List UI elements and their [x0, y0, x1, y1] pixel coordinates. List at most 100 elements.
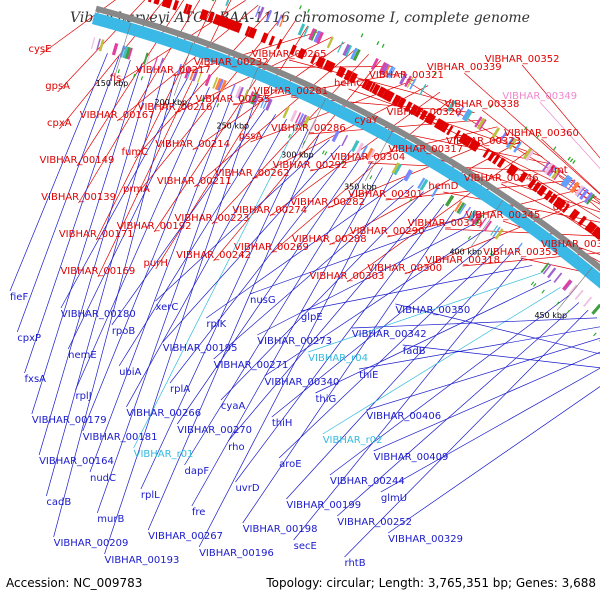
cog-feature-inner — [419, 178, 429, 191]
forward-gene-arrow — [453, 129, 461, 140]
gene-label: VIBHAR_00198 — [243, 524, 318, 535]
forward-gene-arrow — [166, 0, 173, 9]
cog-feature-outer — [476, 117, 486, 130]
leader-line — [227, 197, 435, 442]
leader-line — [235, 204, 445, 483]
forward-gene-arrow — [379, 87, 387, 98]
cog-feature-outer — [579, 188, 589, 200]
gene-label: thiH — [272, 418, 293, 429]
leader-line — [278, 243, 504, 459]
forward-gene-arrow — [465, 137, 473, 148]
tick-label: 150 kbp — [96, 79, 129, 88]
cog-feature-inner — [247, 91, 255, 104]
gene-label: VIBHAR_00339 — [427, 62, 502, 73]
gene-label: def — [553, 202, 570, 213]
forward-gene-arrow — [396, 97, 405, 108]
leader-line — [406, 80, 600, 201]
gene-label: VIBHAR_00270 — [177, 425, 252, 436]
leader-line — [444, 228, 600, 237]
forward-gene-arrow — [363, 79, 374, 92]
forward-gene-arrow — [463, 135, 473, 147]
gene-label: VIBHAR_00342 — [352, 329, 427, 340]
leader-line — [96, 100, 244, 514]
forward-gene-arrow — [404, 101, 413, 113]
tick-line — [301, 97, 327, 149]
forward-gene-arrow — [543, 189, 554, 201]
cog-feature-inner — [350, 139, 360, 153]
gene-label: VIBHAR_r02 — [323, 435, 383, 446]
cog-feature-inner — [540, 262, 550, 273]
forward-gene-arrow — [411, 105, 419, 116]
forward-gene-arrow — [276, 38, 283, 50]
forward-gene-arrow — [338, 67, 347, 78]
leader-line — [264, 230, 484, 377]
cog-feature-inner — [479, 217, 487, 228]
cog-feature-outer — [508, 138, 518, 150]
gene-label: VIBHAR_00304 — [330, 152, 405, 163]
tick-label: 300 kbp — [281, 150, 314, 159]
forward-gene-arrow — [472, 141, 481, 152]
gene-label: VIBHAR_00301 — [348, 189, 423, 200]
gene-label: VIBHAR_00223 — [175, 213, 250, 224]
forward-gene-arrow — [386, 91, 395, 103]
cog-feature-outer — [386, 65, 395, 78]
cog-feature-outer — [254, 5, 261, 18]
forward-gene-arrow — [506, 163, 516, 175]
leader-line — [395, 303, 600, 355]
cog-feature-inner — [96, 38, 101, 51]
cog-feature-inner — [405, 170, 413, 182]
gene-label: VIBHAR_00195 — [163, 343, 238, 354]
gene-label: VIBHAR_00286 — [271, 123, 346, 134]
reverse-strand-band — [91, 12, 600, 289]
forward-gene-arrow — [220, 16, 228, 28]
gene-label: VIBHAR_00353 — [483, 247, 558, 258]
cog-feature-inner — [184, 66, 191, 79]
gene-label: VIBHAR_00167 — [80, 110, 155, 121]
leader-line — [191, 167, 383, 507]
leader-line — [95, 0, 217, 241]
cog-feature-inner — [98, 39, 105, 52]
leader-line — [271, 237, 494, 418]
cog-feature-inner — [492, 226, 501, 238]
gene-label: VIBHAR_00193 — [105, 555, 180, 566]
gene-label: VIBHAR_00214 — [155, 139, 230, 150]
cog-feature-inner — [591, 303, 600, 315]
leader-line — [541, 138, 600, 194]
leader-line — [147, 134, 320, 531]
forward-gene-arrow — [268, 35, 276, 47]
gene-label: VIBHAR_00409 — [374, 452, 449, 463]
tick-label: 350 kbp — [344, 183, 377, 192]
gene-label: VIBHAR_00262 — [215, 168, 290, 179]
cog-feature-inner — [564, 280, 573, 292]
cog-feature-outer — [474, 116, 483, 128]
cog-feature-outer — [310, 29, 318, 41]
cog-feature-inner — [282, 106, 290, 119]
forward-gene-arrow — [153, 0, 160, 5]
cog-feature-inner — [262, 97, 269, 110]
gene-label: VIBHAR_00346 — [464, 173, 539, 184]
leader-line — [24, 59, 131, 374]
gene-label: VIBHAR_00265 — [252, 49, 327, 60]
cog-feature-outer — [562, 176, 573, 189]
tick-line — [114, 22, 132, 77]
leader-line — [242, 210, 455, 524]
forward-gene-arrow — [226, 18, 233, 30]
leader-line — [53, 74, 177, 538]
forward-gene-arrow — [247, 27, 254, 38]
gc-skew-mark — [117, 69, 120, 74]
leader-line — [558, 175, 600, 211]
cog-feature-outer — [567, 179, 576, 191]
gene-label: VIBHAR_00199 — [286, 500, 361, 511]
gc-skew-mark — [467, 235, 471, 240]
cog-feature-outer — [342, 43, 351, 57]
gene-label: VIBHAR_00345 — [465, 210, 540, 221]
cog-feature-outer — [350, 47, 358, 60]
gc-skew-mark — [433, 71, 437, 76]
gene-label: pssA — [239, 131, 263, 142]
leader-line — [359, 326, 600, 370]
gene-label: VIBHAR_00232 — [194, 57, 269, 68]
leader-line — [211, 53, 369, 225]
cog-feature-inner — [561, 279, 573, 291]
cog-feature-outer — [378, 61, 387, 74]
